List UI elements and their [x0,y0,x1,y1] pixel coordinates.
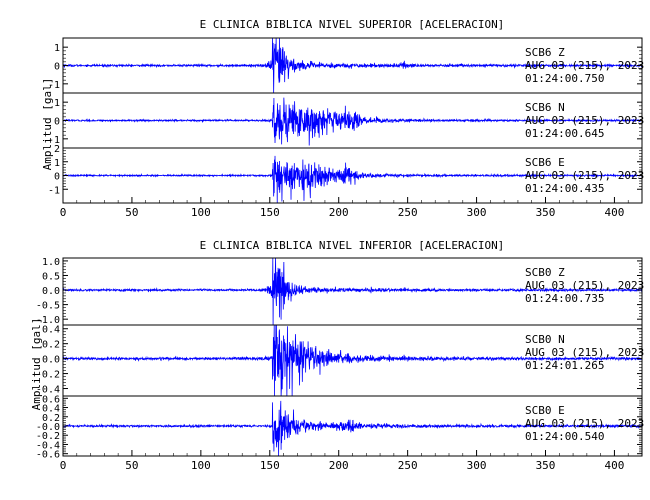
waveform-line [62,37,643,94]
y-tick-label: 0.4 [42,404,60,415]
station-label-line: 01:24:00.735 [525,292,604,305]
station-label-line: AUG 03 (215), 2023 [525,346,644,359]
station-label-line: AUG 03 (215), 2023 [525,59,644,72]
y-tick-label: 1 [54,98,60,109]
x-tick-label: 250 [398,459,418,472]
y-tick-label: 2 [54,144,60,155]
x-tick-label: 400 [604,206,624,219]
station-label-line: 01:24:00.645 [525,127,604,140]
x-tick-label: 250 [398,206,418,219]
y-tick-label: 1 [54,43,60,54]
waveform-line [62,155,643,204]
waveform-line [62,97,643,146]
y-tick-label: 0.2 [42,340,60,351]
station-label-line: 01:24:00.540 [525,430,604,443]
upper-ylabel: Amplitud [gal] [41,78,54,171]
x-axis: 0 50 100 150 200 250 300 350 400 [60,450,643,472]
y-tick-label: -0.4 [36,385,60,396]
station-label-line: 01:24:01.265 [525,359,604,372]
y-tick-label: 0.4 [42,325,60,336]
y-tick-label: 0 [54,62,60,73]
y-tick-label: -1.0 [36,315,60,326]
y-tick-label: 0.6 [42,394,60,405]
station-label-line: AUG 03 (215), 2023 [525,279,644,292]
y-tick-label: 1 [54,158,60,169]
x-tick-label: 100 [191,459,211,472]
y-tick-label: -0.5 [36,301,60,312]
x-tick-label: 0 [60,206,67,219]
x-tick-label: 400 [604,459,624,472]
station-label-line: SCB6 E [525,156,565,169]
waveform-line [62,400,643,457]
x-tick-label: 350 [536,459,556,472]
y-tick-label: -0.6 [36,450,60,461]
y-tick-label: 1.0 [42,257,60,268]
x-tick-label: 350 [536,206,556,219]
lower-ylabel: Amplitud [gal] [30,318,43,411]
y-tick-label: 0 [54,172,60,183]
y-tick-label: 0.0 [42,286,60,297]
panel-lower: E CLINICA BIBLICA NIVEL INFERIOR [ACELER… [30,239,644,472]
y-tick-label: -0.0 [36,422,60,433]
x-axis: 0 50 100 150 200 250 300 350 400 [60,197,643,219]
waveform-line [62,257,643,326]
station-label-line: AUG 03 (215), 2023 [525,114,644,127]
y-tick-label: 0.2 [42,413,60,424]
y-tick-label: -1 [48,185,60,196]
station-label-line: SCB6 N [525,101,565,114]
waveform-line [62,324,643,397]
y-tick-label: -0.2 [36,370,60,381]
panel-upper: E CLINICA BIBLICA NIVEL SUPERIOR [ACELER… [41,18,644,219]
x-tick-label: 0 [60,459,67,472]
station-label-line: AUG 03 (215), 2023 [525,417,644,430]
station-label-line: AUG 03 (215), 2023 [525,169,644,182]
y-tick-label: -1 [48,135,60,146]
x-tick-label: 150 [260,459,280,472]
x-tick-label: 300 [467,459,487,472]
x-tick-label: 300 [467,206,487,219]
y-tick-label: 0.0 [42,355,60,366]
x-tick-label: 100 [191,206,211,219]
upper-title: E CLINICA BIBLICA NIVEL SUPERIOR [ACELER… [200,18,505,31]
station-label-line: SCB0 N [525,333,565,346]
y-tick-label: -0.2 [36,431,60,442]
station-label-line: SCB0 Z [525,266,565,279]
station-label-line: 01:24:00.435 [525,182,604,195]
station-label-line: SCB0 E [525,404,565,417]
y-tick-label: 0 [54,117,60,128]
y-tick-label: -0.4 [36,440,60,451]
y-tick-label: -1 [48,80,60,91]
y-tick-label: 0.5 [42,271,60,282]
station-label-line: SCB6 Z [525,46,565,59]
x-tick-label: 200 [329,459,349,472]
x-tick-label: 50 [125,459,138,472]
x-tick-label: 50 [125,206,138,219]
station-label-line: 01:24:00.750 [525,72,604,85]
x-tick-label: 200 [329,206,349,219]
lower-title: E CLINICA BIBLICA NIVEL INFERIOR [ACELER… [200,239,505,252]
x-tick-label: 150 [260,206,280,219]
